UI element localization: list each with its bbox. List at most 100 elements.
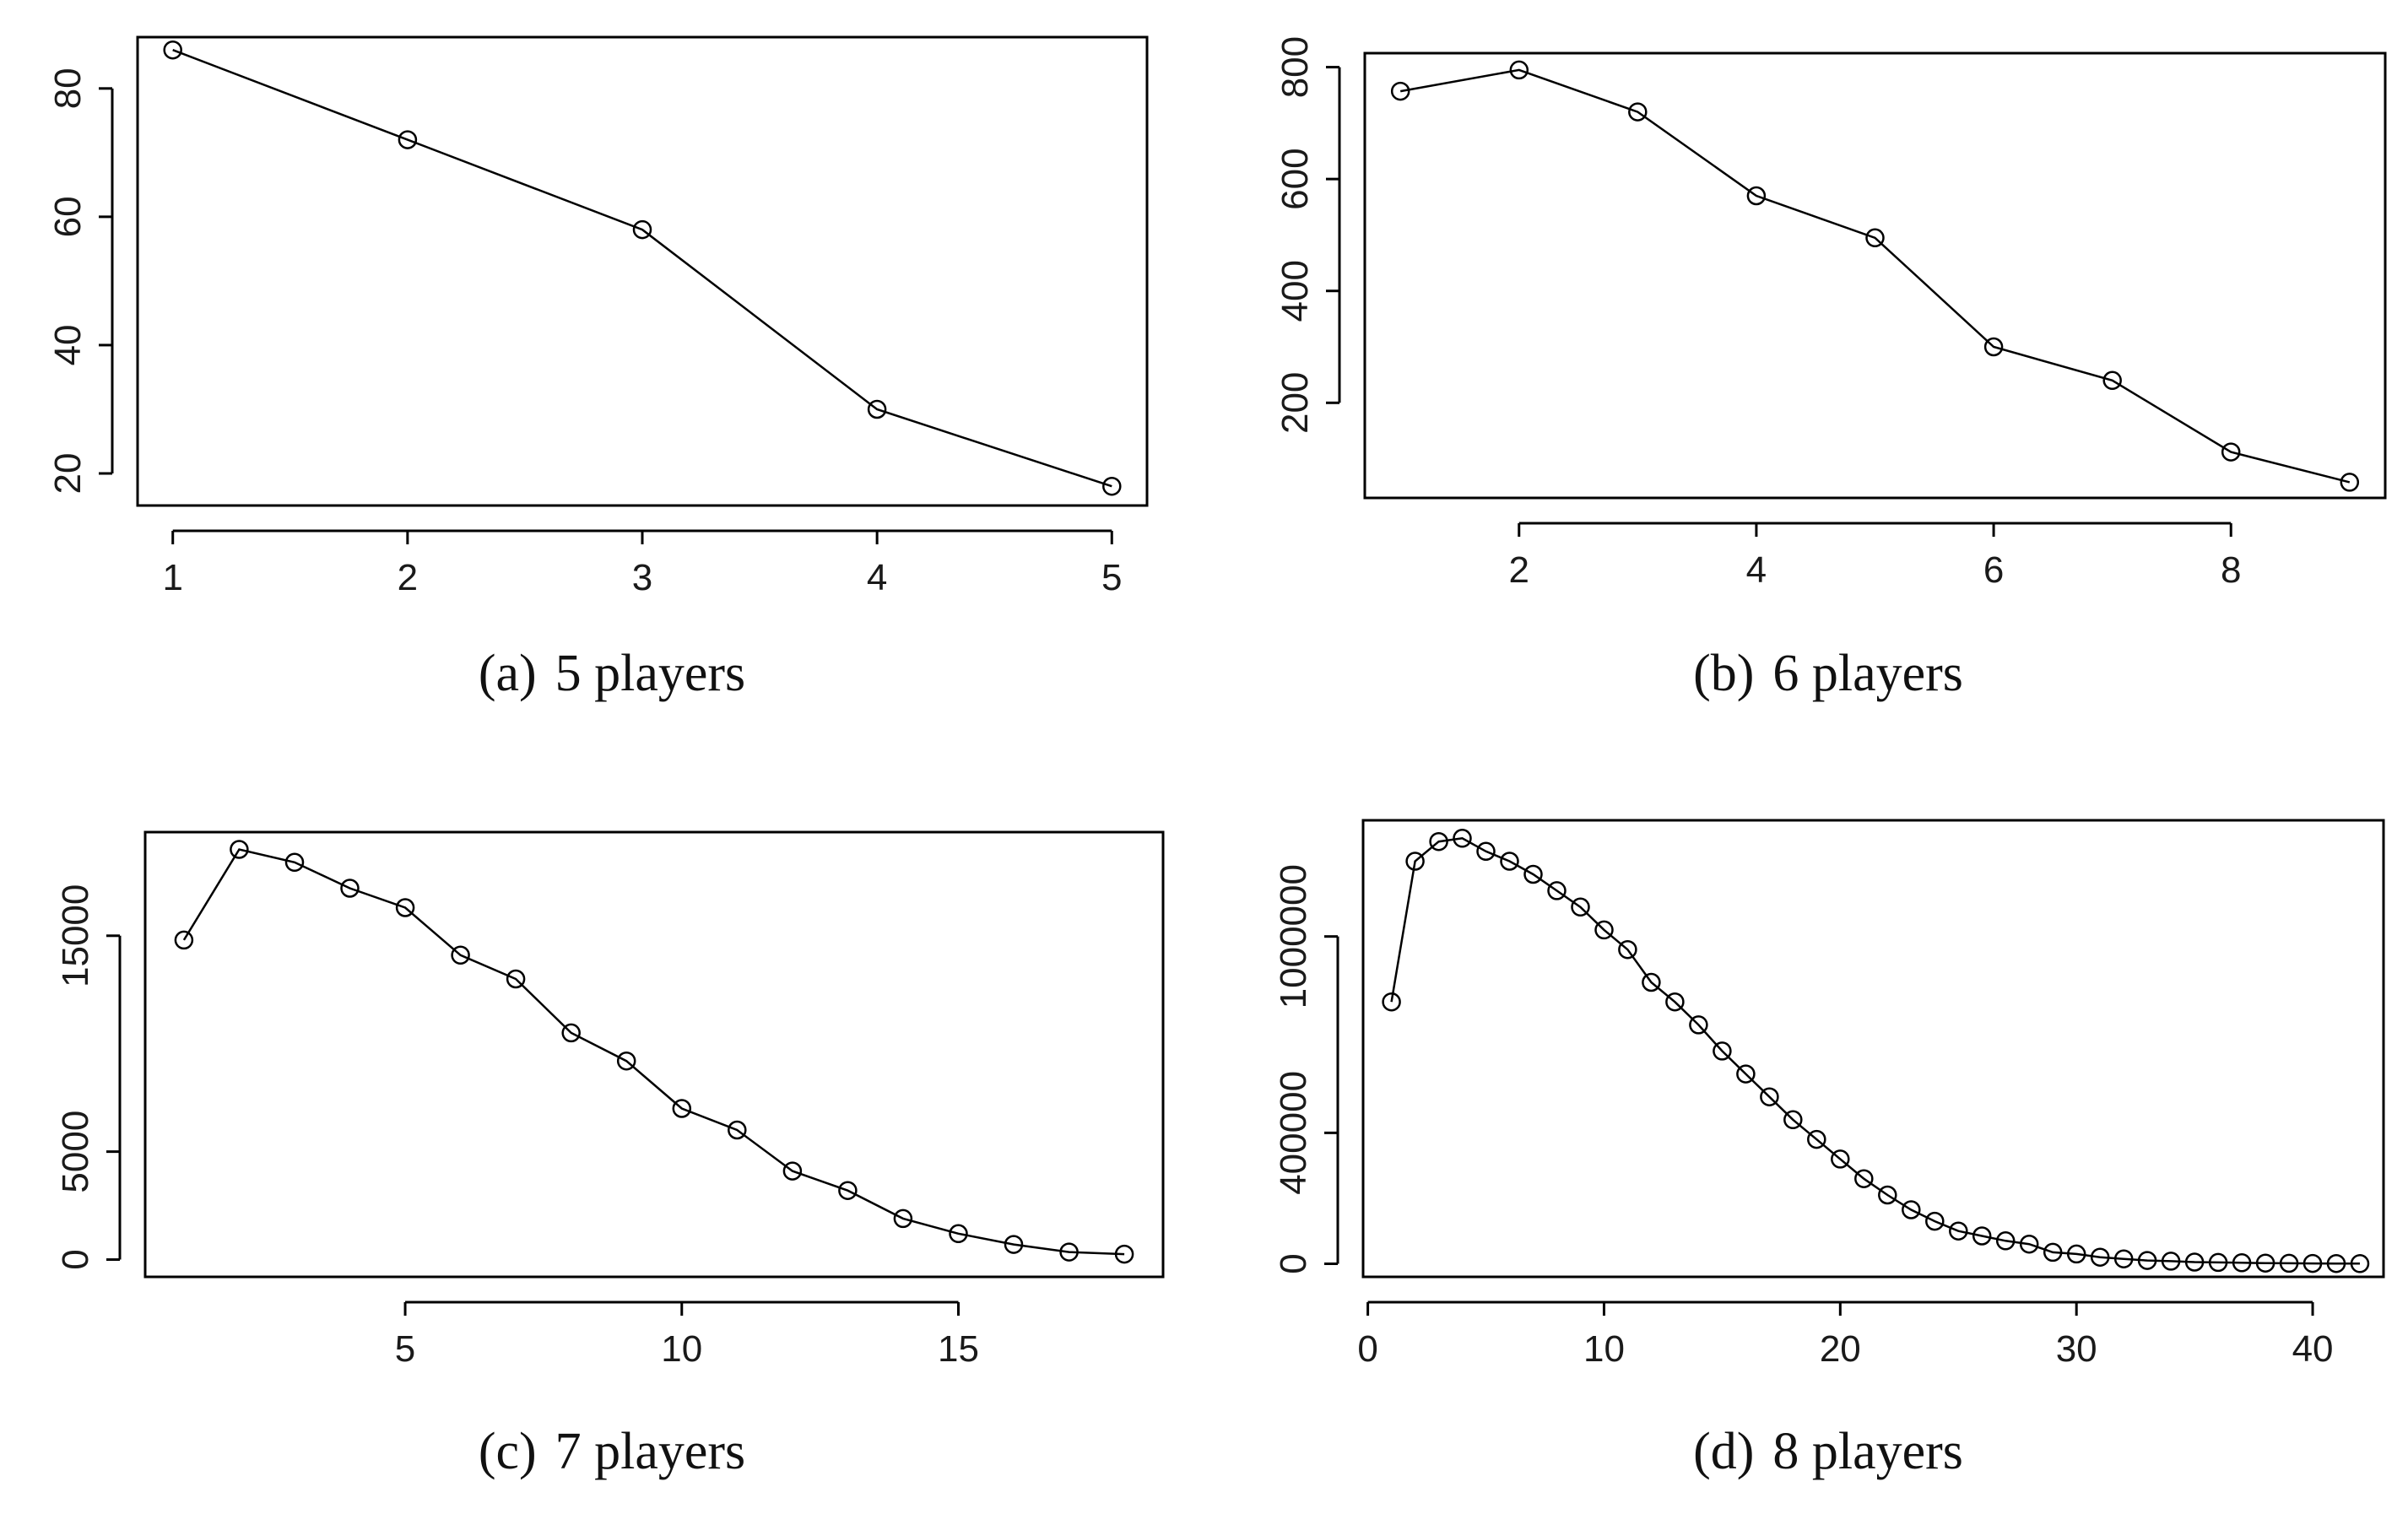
y-axis: 20 40 60 80 <box>47 68 114 494</box>
y-tick-label: 15000 <box>55 884 96 987</box>
panel-c-7-players: 5 10 15 0 5000 15000 (c) 7 players <box>55 830 1165 1480</box>
data-point <box>1995 1231 2016 1251</box>
caption-label: (c) <box>479 1423 537 1480</box>
data-point <box>163 40 182 60</box>
y-tick-label: 60 <box>47 196 89 237</box>
data-point <box>2302 1253 2323 1273</box>
x-tick-label: 4 <box>1746 549 1767 591</box>
series-line <box>1399 68 2351 484</box>
data-point <box>867 399 887 419</box>
data-point <box>616 1051 636 1071</box>
x-tick-label: 15 <box>938 1328 979 1370</box>
data-point <box>2066 1244 2086 1264</box>
data-point <box>2350 1254 2370 1273</box>
data-point <box>1628 102 1648 122</box>
data-point <box>506 969 526 989</box>
y-tick-label: 600 <box>1274 148 1316 209</box>
x-tick-label: 6 <box>1983 549 2004 591</box>
panel-d-8-players: 0 10 20 30 40 0 400000 1000000 (d) 8 players <box>1273 819 2385 1480</box>
data-point <box>672 1099 692 1118</box>
data-point <box>2102 370 2122 391</box>
data-point <box>2208 1252 2228 1273</box>
series-line <box>1390 837 2361 1265</box>
caption: (c) 7 players <box>479 1423 745 1480</box>
data-point <box>1746 186 1767 206</box>
data-point <box>1665 992 1685 1012</box>
data-point <box>284 852 305 873</box>
data-point <box>230 840 249 859</box>
caption: (b) 6 players <box>1693 645 1963 702</box>
x-tick-label: 3 <box>632 557 652 598</box>
panel-b-6-players: 2 4 6 8 200 400 600 800 (b) 6 players <box>1274 36 2387 702</box>
data-point <box>1831 1149 1850 1169</box>
y-tick-label: 800 <box>1274 36 1316 98</box>
plot-frame <box>143 830 1165 1279</box>
data-point <box>1523 864 1543 884</box>
data-point <box>1618 939 1637 960</box>
data-point <box>174 930 194 950</box>
data-point <box>2161 1252 2181 1271</box>
data-point <box>1429 831 1448 852</box>
caption: (a) 5 players <box>479 645 745 702</box>
data-point <box>395 898 415 917</box>
data-point <box>2255 1253 2275 1273</box>
data-point <box>1476 841 1496 862</box>
x-tick-label: 4 <box>867 557 887 598</box>
data-point <box>1878 1185 1897 1205</box>
data-point <box>561 1023 581 1043</box>
panel-a-5-players: 1 2 3 4 5 20 40 60 80 (a) 5 players <box>47 35 1149 702</box>
x-tick-label: 2 <box>1509 549 1529 591</box>
y-tick-label: 400000 <box>1273 1071 1314 1195</box>
data-point <box>1382 992 1401 1012</box>
x-axis: 1 2 3 4 5 <box>162 529 1123 598</box>
data-point <box>340 879 360 898</box>
data-point <box>2279 1253 2299 1273</box>
data-point <box>782 1161 803 1181</box>
data-point <box>1453 829 1472 848</box>
data-point <box>1783 1110 1803 1130</box>
y-tick-label: 1000000 <box>1273 864 1314 1008</box>
plot-frame <box>1361 819 2385 1279</box>
data-point <box>1983 337 2004 357</box>
x-tick-label: 5 <box>395 1328 415 1370</box>
data-point <box>2043 1242 2063 1263</box>
x-tick-label: 2 <box>398 557 418 598</box>
x-axis: 5 10 15 <box>395 1300 979 1370</box>
x-axis: 2 4 6 8 <box>1509 522 2241 591</box>
data-point <box>2184 1252 2205 1272</box>
x-tick-label: 0 <box>1357 1328 1377 1370</box>
y-tick-label: 0 <box>55 1249 96 1269</box>
caption-label: (b) <box>1693 645 1754 702</box>
x-tick-label: 30 <box>2056 1328 2097 1370</box>
y-tick-label: 200 <box>1274 372 1316 434</box>
data-point <box>1760 1087 1779 1106</box>
data-point <box>398 130 418 149</box>
data-point <box>1390 81 1410 101</box>
data-point <box>1807 1129 1826 1149</box>
x-tick-label: 10 <box>661 1328 702 1370</box>
data-point <box>2340 473 2360 492</box>
data-point <box>1547 881 1567 900</box>
data-point <box>1736 1064 1756 1084</box>
data-point <box>2090 1247 2110 1267</box>
data-point <box>1004 1235 1024 1254</box>
y-axis: 0 5000 15000 <box>55 884 122 1270</box>
y-tick-label: 400 <box>1274 260 1316 322</box>
data-point <box>893 1208 913 1229</box>
series-points <box>174 840 1134 1264</box>
series-line <box>172 49 1112 488</box>
x-tick-label: 1 <box>162 557 182 598</box>
data-point <box>1594 920 1614 940</box>
plot-frame <box>1363 51 2387 500</box>
caption-label: (a) <box>479 645 537 702</box>
y-tick-label: 80 <box>47 68 89 109</box>
caption-text: 6 players <box>1772 645 1963 702</box>
caption: (d) 8 players <box>1693 1423 1963 1480</box>
x-tick-label: 8 <box>2221 549 2241 591</box>
series-points <box>1390 60 2360 492</box>
data-point <box>1865 228 1885 248</box>
data-point <box>1571 897 1590 917</box>
y-tick-label: 0 <box>1273 1253 1314 1273</box>
caption-label: (d) <box>1693 1423 1754 1480</box>
